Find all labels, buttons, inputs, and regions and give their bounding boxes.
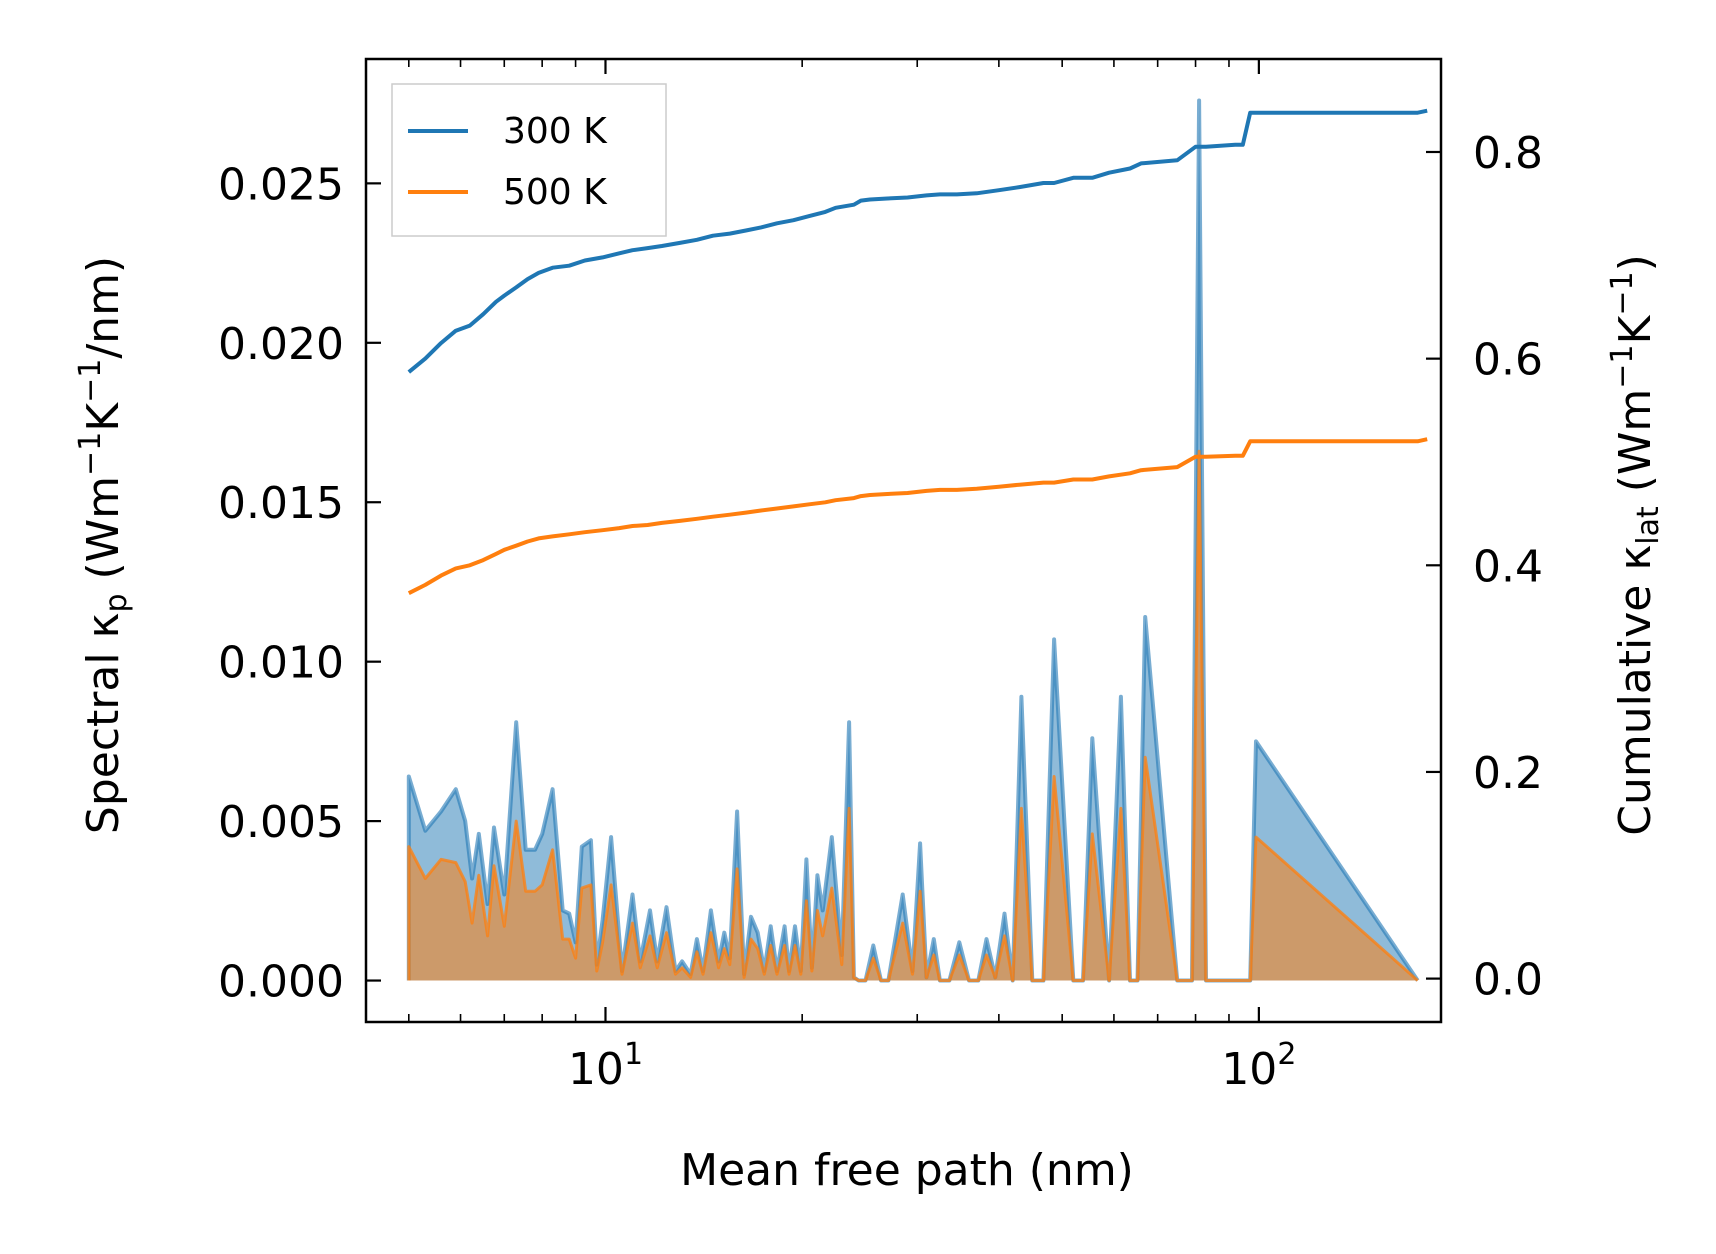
plot-area [406, 98, 1428, 983]
y-right-tick-label: 0.2 [1473, 748, 1543, 799]
y-right-tick-label: 0.0 [1473, 955, 1543, 1006]
y-left-tick-label: 0.025 [218, 159, 344, 210]
legend-label-300k: 300 K [503, 111, 608, 152]
y-right-tick-label: 0.8 [1473, 128, 1543, 179]
y-right-tick-label: 0.4 [1473, 541, 1543, 592]
y-left-tick-label: 0.020 [218, 319, 344, 370]
y-axis-label-right: Cumulative κlat (Wm−1K−1) [1605, 254, 1666, 836]
legend-frame [391, 83, 667, 237]
axes: 101 102 0.000 0.005 0.010 0.015 0.020 0.025 0.0 0… [218, 57, 1543, 1095]
y-axis-label-left: Spectral κp (Wm−1K−1/nm) [73, 256, 134, 834]
cumulative-line-500k [407, 437, 1428, 595]
plot-inner [406, 98, 1428, 983]
cumulative-line-300k [407, 108, 1428, 374]
y-left-tick-label: 0.005 [218, 797, 344, 848]
axes-frame [364, 57, 1443, 1024]
x-tick-label: 101 [568, 1037, 643, 1095]
legend-label-500k: 500 K [503, 172, 608, 213]
y-left-tick-label: 0.010 [218, 638, 344, 689]
legend: 300 K 500 K [391, 83, 667, 237]
y-left-tick-label: 0.015 [218, 478, 344, 529]
y-left-tick-label: 0.000 [218, 957, 344, 1008]
spectral-area-500k [407, 449, 1419, 982]
x-axis-label: Mean free path (nm) [680, 1145, 1134, 1196]
x-tick-label: 102 [1221, 1037, 1296, 1095]
y-right-tick-label: 0.6 [1473, 335, 1543, 386]
